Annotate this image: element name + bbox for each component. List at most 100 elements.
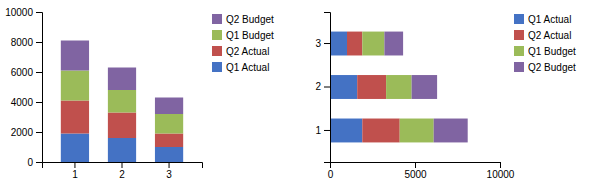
tick-mark [36, 162, 42, 163]
y-axis: 0 2000 4000 6000 8000 10000 [5, 7, 42, 168]
chart-canvas: 0 2000 4000 6000 8000 10000 1 2 3 Q2 Budget Q1 Bud… [0, 0, 594, 187]
bar [61, 134, 89, 163]
legend-item: Q2 Budget [212, 14, 274, 25]
legend-swatch [514, 14, 524, 24]
bar [362, 119, 399, 143]
legend-swatch [514, 30, 524, 40]
tick-label: 4000 [11, 97, 34, 108]
legend-item: Q1 Actual [212, 62, 269, 73]
bar [330, 32, 347, 56]
tick: 0 [328, 162, 334, 180]
chart: 0 2000 4000 6000 8000 10000 1 2 3 [5, 7, 202, 180]
tick-label: 6000 [11, 67, 34, 78]
tick: 0 [27, 157, 42, 168]
tick: 2000 [11, 127, 42, 138]
axis-line [43, 163, 203, 169]
bar-series [61, 41, 183, 115]
legend-item: Q1 Budget [514, 46, 576, 57]
bar [61, 101, 89, 134]
legend-label: Q1 Actual [528, 14, 571, 25]
tick: 3 [166, 162, 172, 180]
tick-mark [36, 132, 42, 133]
legend-swatch [514, 46, 524, 56]
tick-label: 3 [315, 38, 321, 49]
bar [434, 119, 468, 143]
legend-label: Q2 Actual [226, 46, 269, 57]
bar [155, 114, 183, 134]
legend-label: Q2 Budget [528, 62, 576, 73]
tick-mark [74, 162, 75, 168]
bars [61, 41, 183, 163]
bar [412, 75, 438, 99]
chart: 0 5000 10000 1 2 3 [315, 13, 514, 181]
bar [108, 113, 136, 139]
tick-mark [415, 162, 416, 168]
x-axis: 0 5000 10000 [328, 162, 515, 180]
bars [330, 32, 468, 143]
tick: 10000 [487, 162, 515, 180]
tick: 2 [119, 162, 125, 180]
tick-label: 2 [315, 81, 321, 92]
tick-mark [169, 162, 170, 168]
tick-label: 10000 [5, 7, 33, 18]
legend-swatch [212, 62, 222, 72]
tick: 4000 [11, 97, 42, 108]
tick-mark [36, 42, 42, 43]
bar [357, 75, 386, 99]
axis-line [331, 163, 501, 169]
tick-label: 3 [166, 169, 172, 180]
tick-mark [36, 102, 42, 103]
tick-mark [500, 162, 501, 168]
tick-mark [36, 72, 42, 73]
tick: 10000 [5, 7, 42, 18]
bar [108, 90, 136, 113]
bar [61, 41, 89, 71]
tick-mark [324, 43, 330, 44]
tick: 2 [315, 81, 330, 92]
bar [386, 75, 412, 99]
tick: 6000 [11, 67, 42, 78]
tick-mark [36, 12, 42, 13]
legend-item: Q2 Actual [212, 46, 269, 57]
bar [155, 134, 183, 148]
bar [330, 119, 362, 143]
legend-label: Q2 Budget [226, 14, 274, 25]
tick-label: 1 [315, 125, 321, 136]
tick: 1 [72, 162, 78, 180]
y-axis: 1 2 3 [315, 13, 330, 163]
bar [108, 68, 136, 91]
legend-label: Q1 Actual [226, 62, 269, 73]
tick-label: 8000 [11, 37, 34, 48]
legend-item: Q1 Budget [212, 30, 274, 41]
bar [400, 119, 434, 143]
legend-swatch [212, 30, 222, 40]
tick-mark [324, 130, 330, 131]
tick: 5000 [404, 162, 427, 180]
tick-label: 0 [328, 169, 334, 180]
tick-label: 1 [72, 169, 78, 180]
tick-label: 0 [27, 157, 33, 168]
tick-label: 10000 [487, 169, 515, 180]
bar-series [384, 32, 467, 143]
tick-label: 2000 [11, 127, 34, 138]
tick-label: 2 [119, 169, 125, 180]
x-axis: 1 2 3 [43, 162, 203, 180]
tick: 3 [315, 38, 330, 49]
legend-item: Q1 Actual [514, 14, 571, 25]
axis-line [324, 13, 331, 163]
bar [155, 147, 183, 162]
bar [384, 32, 403, 56]
tick-label: 5000 [404, 169, 427, 180]
legend-swatch [514, 62, 524, 72]
bar [347, 32, 362, 56]
bar [362, 32, 384, 56]
tick: 1 [315, 125, 330, 136]
legend-item: Q2 Actual [514, 30, 571, 41]
axis-line [36, 13, 43, 163]
tick-mark [122, 162, 123, 168]
bar [61, 71, 89, 101]
legend-label: Q1 Budget [226, 30, 274, 41]
legend: Q2 Budget Q1 Budget Q2 Actual Q1 Actual [212, 14, 274, 73]
bar [155, 98, 183, 115]
tick-mark [324, 87, 330, 88]
